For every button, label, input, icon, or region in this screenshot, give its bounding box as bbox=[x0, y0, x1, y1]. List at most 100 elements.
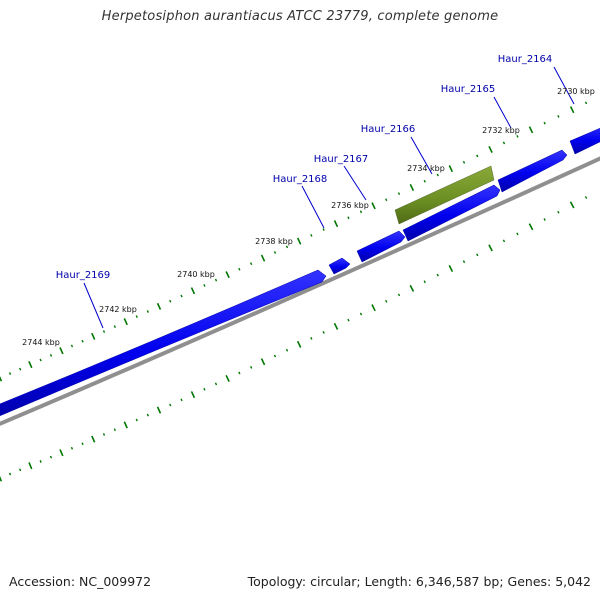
outer-tick bbox=[296, 237, 302, 245]
inner-tick bbox=[214, 382, 218, 386]
outer-tick bbox=[543, 121, 546, 125]
outer-tick bbox=[203, 284, 206, 287]
leader-haur-2169 bbox=[83, 282, 104, 329]
outer-tick bbox=[462, 160, 466, 164]
inner-tick bbox=[146, 413, 149, 417]
inner-tick bbox=[190, 391, 196, 399]
outer-tick bbox=[423, 179, 426, 183]
outer-tick bbox=[214, 278, 218, 282]
inner-tick-ring bbox=[0, 196, 588, 482]
outer-tick bbox=[476, 154, 479, 158]
outer-tick-ring bbox=[0, 101, 588, 382]
inner-tick bbox=[347, 318, 350, 322]
inner-tick bbox=[296, 340, 302, 348]
inner-tick bbox=[19, 468, 22, 472]
scale-label-2744: 2744 kbp bbox=[22, 338, 60, 347]
outer-tick bbox=[347, 216, 350, 220]
outer-tick bbox=[180, 294, 183, 298]
outer-tick bbox=[528, 126, 534, 134]
highlighted-feature[interactable] bbox=[394, 165, 495, 225]
inner-tick bbox=[409, 284, 415, 292]
outer-tick bbox=[250, 262, 253, 266]
inner-tick bbox=[569, 201, 575, 209]
scale-label-2742: 2742 kbp bbox=[99, 305, 137, 314]
gene-haur-2164[interactable] bbox=[569, 124, 600, 155]
inner-tick bbox=[359, 312, 363, 316]
outer-tick bbox=[169, 299, 172, 303]
scale-label-2740: 2740 kbp bbox=[177, 270, 215, 279]
inner-tick bbox=[502, 239, 506, 243]
outer-tick bbox=[516, 135, 519, 138]
outer-tick bbox=[397, 192, 401, 196]
outer-tick bbox=[8, 372, 12, 375]
outer-tick bbox=[190, 287, 196, 295]
inner-tick bbox=[49, 455, 53, 459]
inner-tick bbox=[476, 253, 479, 257]
gene-haur-2169[interactable] bbox=[0, 269, 327, 420]
outer-tick bbox=[0, 376, 3, 382]
scale-label-2738: 2738 kbp bbox=[255, 237, 293, 246]
inner-tick bbox=[169, 403, 172, 407]
inner-tick bbox=[135, 418, 138, 422]
outer-tick bbox=[156, 302, 162, 310]
inner-tick bbox=[385, 299, 388, 303]
inner-tick bbox=[81, 442, 84, 446]
outer-tick bbox=[113, 325, 116, 328]
outer-tick bbox=[584, 101, 588, 105]
scale-label-2730: 2730 kbp bbox=[557, 87, 595, 96]
inner-tick bbox=[310, 337, 313, 340]
inner-tick bbox=[123, 421, 128, 429]
outer-tick bbox=[333, 220, 339, 228]
accession-text: Accession: NC_009972 bbox=[9, 574, 152, 589]
outer-tick bbox=[409, 183, 415, 191]
outer-tick bbox=[285, 245, 289, 249]
outer-tick bbox=[102, 330, 106, 333]
outer-tick bbox=[59, 347, 64, 355]
outer-tick bbox=[135, 315, 138, 318]
inner-tick bbox=[528, 223, 534, 231]
outer-tick bbox=[146, 310, 149, 313]
outer-tick bbox=[488, 145, 493, 153]
outer-tick bbox=[359, 210, 363, 214]
gene-haur-2166[interactable] bbox=[402, 184, 501, 242]
inner-tick bbox=[102, 433, 106, 436]
inner-tick bbox=[180, 398, 183, 402]
gene-leaders bbox=[83, 66, 575, 329]
outer-tick bbox=[238, 267, 241, 271]
inner-tick bbox=[436, 273, 439, 277]
genome-backbone bbox=[0, 156, 600, 426]
inner-tick bbox=[250, 365, 253, 369]
outer-tick bbox=[81, 339, 84, 343]
outer-tick bbox=[49, 353, 53, 357]
outer-tick bbox=[448, 165, 454, 173]
leader-haur-2164 bbox=[553, 66, 575, 105]
gene-haur-2165[interactable] bbox=[497, 149, 568, 193]
inner-tick bbox=[113, 428, 116, 432]
gene-label-haur-2169: Haur_2169 bbox=[56, 270, 111, 281]
inner-tick bbox=[285, 348, 289, 352]
scale-label-2736: 2736 kbp bbox=[331, 201, 369, 210]
outer-tick bbox=[371, 202, 376, 210]
outer-tick bbox=[225, 271, 230, 279]
leader-haur-2168 bbox=[301, 185, 325, 229]
inner-tick bbox=[203, 387, 206, 391]
outer-tick bbox=[322, 228, 325, 231]
scale-label-2734: 2734 kbp bbox=[407, 164, 445, 173]
inner-tick bbox=[273, 354, 277, 358]
inner-tick bbox=[448, 264, 454, 272]
inner-tick bbox=[423, 280, 426, 284]
inner-tick bbox=[91, 435, 96, 443]
leader-haur-2166 bbox=[410, 136, 433, 175]
inner-tick bbox=[322, 331, 325, 334]
outer-tick bbox=[557, 115, 560, 118]
outer-tick bbox=[260, 254, 266, 262]
outer-tick bbox=[123, 318, 128, 326]
gene-haur-2168[interactable] bbox=[328, 257, 351, 275]
gene-label-haur-2165: Haur_2165 bbox=[441, 84, 496, 95]
inner-tick bbox=[371, 304, 376, 312]
inner-tick bbox=[156, 406, 162, 414]
gene-haur-2167[interactable] bbox=[356, 230, 406, 263]
inner-tick bbox=[488, 244, 493, 252]
gene-track bbox=[0, 124, 600, 420]
